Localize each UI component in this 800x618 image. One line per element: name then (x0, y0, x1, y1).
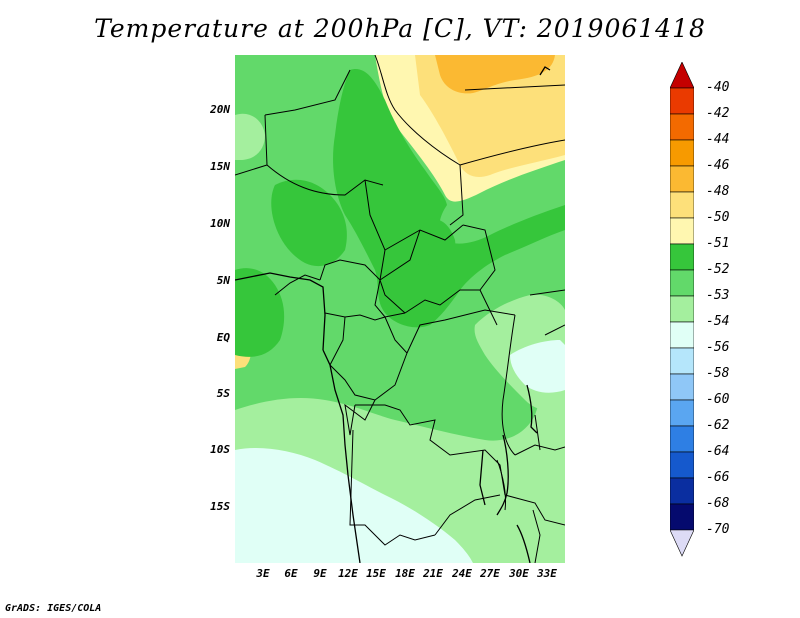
lon-label-27e: 27E (480, 567, 500, 580)
colorbar-cell (670, 217, 694, 245)
coastlines (235, 66, 551, 563)
colorbar-label: -58 (706, 366, 730, 381)
lon-label-6e: 6E (284, 567, 298, 580)
contour-minus48 (435, 55, 555, 94)
colorbar-label: -60 (706, 392, 730, 407)
colorbar-cell (670, 451, 694, 479)
lon-label-3e: 3E (256, 567, 270, 580)
contour-minus52-west (235, 268, 285, 357)
colorbar (670, 62, 694, 557)
colorbar-cell (670, 269, 694, 297)
lon-label-18e: 18E (395, 567, 415, 580)
lon-label-15e: 15E (366, 567, 386, 580)
colorbar-label: -50 (706, 210, 730, 225)
colorbar-cell (670, 425, 694, 453)
colorbar-label: -42 (706, 106, 730, 121)
colorbar-label: -53 (706, 288, 730, 303)
colorbar-cell (670, 113, 694, 141)
colorbar-cell (670, 373, 694, 401)
lat-label-15n: 15N (210, 160, 230, 173)
lat-label-20n: 20N (210, 103, 230, 116)
colorbar-cell (670, 243, 694, 271)
contour-minus56-east (510, 340, 565, 393)
colorbar-label: -52 (706, 262, 730, 277)
colorbar-cell (670, 321, 694, 349)
colorbar-label: -56 (706, 340, 730, 355)
colorbar-cell (670, 87, 694, 115)
colorbar-label: -44 (706, 132, 730, 147)
colorbar-label: -48 (706, 184, 730, 199)
lat-label-10n: 10N (210, 217, 230, 230)
lon-label-30e: 30E (509, 567, 529, 580)
colorbar-label: -70 (706, 522, 730, 537)
map-title: Temperature at 200hPa [C], VT: 201906141… (94, 14, 706, 43)
lon-label-33e: 33E (537, 567, 557, 580)
colorbar-label: -40 (706, 80, 730, 95)
colorbar-label: -62 (706, 418, 730, 433)
lat-label-15s: 15S (210, 500, 230, 513)
lon-label-21e: 21E (423, 567, 443, 580)
colorbar-label: -68 (706, 496, 730, 511)
temperature-map (235, 55, 565, 563)
colorbar-cell (670, 347, 694, 375)
colorbar-label: -51 (706, 236, 730, 251)
contour-minus52-central (271, 179, 347, 267)
lat-label-5s: 5S (216, 387, 230, 400)
colorbar-label: -64 (706, 444, 730, 459)
contour-minus56-southwest (235, 448, 473, 563)
colorbar-cell (670, 399, 694, 427)
colorbar-cell (670, 139, 694, 167)
colorbar-label: -66 (706, 470, 730, 485)
lon-label-24e: 24E (452, 567, 472, 580)
colorbar-cell (670, 503, 694, 531)
colorbar-label: -46 (706, 158, 730, 173)
colorbar-cell (670, 62, 694, 89)
colorbar-cell (670, 295, 694, 323)
colorbar-cell (670, 477, 694, 505)
contour-minus54-northwest (235, 113, 265, 160)
colorbar-cell (670, 165, 694, 193)
lat-label-eq: EQ (216, 331, 230, 344)
colorbar-cell (670, 191, 694, 219)
lon-label-12e: 12E (338, 567, 358, 580)
colorbar-cell (670, 529, 694, 557)
credit-text: GrADS: IGES/COLA (5, 603, 102, 614)
country-borders (235, 55, 565, 563)
lat-label-10s: 10S (210, 443, 230, 456)
lat-label-5n: 5N (216, 274, 230, 287)
contour-minus52-east (419, 218, 456, 267)
colorbar-label: -54 (706, 314, 730, 329)
lon-label-9e: 9E (313, 567, 327, 580)
contour-minus52-north (333, 69, 565, 328)
